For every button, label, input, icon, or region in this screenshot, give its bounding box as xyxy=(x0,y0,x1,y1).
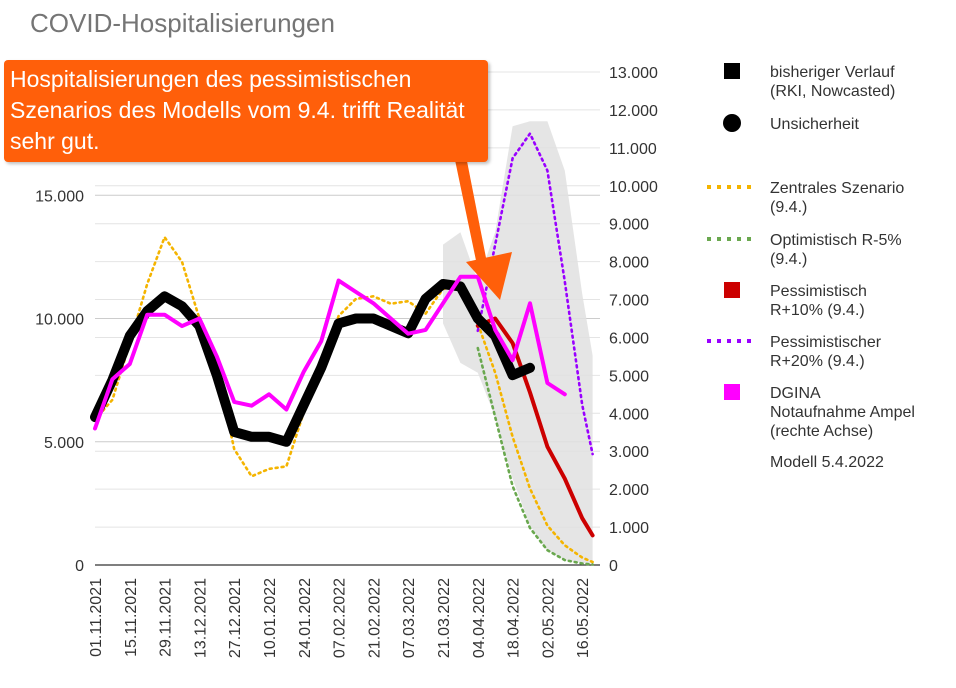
legend-entry: Unsicherheit xyxy=(723,114,859,133)
legend-label: bisheriger Verlauf xyxy=(770,64,895,81)
right-tick-label: 0 xyxy=(609,558,618,575)
x-tick-label: 18.04.2022 xyxy=(506,578,523,658)
legend-label: Unsicherheit xyxy=(770,116,859,133)
legend-entry: Modell 5.4.2022 xyxy=(770,454,884,471)
x-axis: 01.11.2021 15.11.2021 29.11.2021 13.12.2021… xyxy=(88,578,592,658)
x-tick-label: 02.05.2022 xyxy=(540,578,557,658)
right-tick-label: 2.000 xyxy=(609,482,649,499)
legend-label: R+10% (9.4.) xyxy=(770,302,865,319)
legend-label: (9.4.) xyxy=(770,251,807,268)
x-tick-label: 21.02.2022 xyxy=(366,578,383,658)
x-tick-label: 15.11.2021 xyxy=(123,578,140,657)
legend-label: Pessimistischer xyxy=(770,334,882,351)
legend-square-icon xyxy=(724,384,740,400)
plot-area xyxy=(90,121,595,566)
legend-label: Modell 5.4.2022 xyxy=(770,454,884,471)
series-line-3 xyxy=(476,132,594,456)
x-tick-label: 07.02.2022 xyxy=(332,578,349,658)
legend-label: (rechte Achse) xyxy=(770,423,873,440)
right-tick-label: 3.000 xyxy=(609,444,649,461)
right-tick-label: 12.000 xyxy=(609,103,658,120)
series-line-4 xyxy=(475,316,595,538)
right-axis: 0 1.000 2.000 3.000 4.000 5.000 6.000 7.000 8.00… xyxy=(609,65,658,575)
right-tick-label: 5.000 xyxy=(609,368,649,385)
legend-circle-icon xyxy=(723,114,741,132)
series-line-6 xyxy=(93,274,567,431)
x-tick-label: 13.12.2021 xyxy=(192,578,209,658)
legend-entry: Pessimistisch R+10% (9.4.) xyxy=(724,282,867,319)
right-tick-label: 8.000 xyxy=(609,255,649,272)
legend-square-icon xyxy=(724,63,740,79)
series-line-5 xyxy=(90,279,535,447)
legend-label: R+20% (9.4.) xyxy=(770,353,865,370)
right-tick-label: 11.000 xyxy=(609,141,657,158)
legend-label: (RKI, Nowcasted) xyxy=(770,83,895,100)
legend-label: Pessimistisch xyxy=(770,283,867,300)
legend-label: Zentrales Szenario xyxy=(770,180,904,197)
legend-label: (9.4.) xyxy=(770,199,807,216)
x-tick-label: 07.03.2022 xyxy=(401,578,418,658)
legend-entry: Pessimistischer R+20% (9.4.) xyxy=(707,334,882,370)
legend-label: Notaufnahme Ampel xyxy=(770,404,915,421)
x-tick-label: 16.05.2022 xyxy=(575,578,592,658)
legend: bisheriger Verlauf (RKI, Nowcasted) Unsich… xyxy=(707,63,915,471)
right-tick-label: 7.000 xyxy=(609,293,649,310)
left-tick-label: 15.000 xyxy=(35,188,84,205)
legend-entry: Zentrales Szenario (9.4.) xyxy=(707,180,904,216)
left-tick-label: 10.000 xyxy=(35,312,84,329)
left-tick-label: 5.000 xyxy=(44,435,84,452)
legend-entry: DGINA Notaufnahme Ampel (rechte Achse) xyxy=(724,384,915,440)
x-tick-label: 24.01.2022 xyxy=(297,578,314,658)
legend-entry: Optimistisch R-5% (9.4.) xyxy=(707,232,902,268)
right-tick-label: 4.000 xyxy=(609,406,649,423)
annotation-text: Hospitalisierungen des pessimistischen S… xyxy=(10,66,465,154)
chart-title: COVID-Hospitalisierungen xyxy=(30,8,335,38)
annotation-arrow xyxy=(455,156,512,300)
right-tick-label: 10.000 xyxy=(609,179,658,196)
x-tick-label: 27.12.2021 xyxy=(227,578,244,658)
legend-label: Optimistisch R-5% xyxy=(770,232,902,249)
legend-entry: bisheriger Verlauf (RKI, Nowcasted) xyxy=(724,63,895,100)
legend-label: DGINA xyxy=(770,385,821,402)
right-tick-label: 1.000 xyxy=(609,520,649,537)
right-tick-label: 9.000 xyxy=(609,217,649,234)
arrow-head-icon xyxy=(466,252,512,300)
left-axis: 0 5.000 10.000 15.000 xyxy=(35,188,84,575)
x-tick-label: 21.03.2022 xyxy=(436,578,453,658)
right-tick-label: 6.000 xyxy=(609,330,649,347)
x-tick-label: 04.04.2022 xyxy=(471,578,488,658)
x-tick-label: 10.01.2022 xyxy=(262,578,279,658)
x-tick-label: 01.11.2021 xyxy=(88,578,105,657)
left-tick-label: 0 xyxy=(75,558,84,575)
legend-square-icon xyxy=(724,282,740,298)
right-tick-label: 13.000 xyxy=(609,65,658,82)
series-line-1 xyxy=(93,235,594,564)
annotation-callout: Hospitalisierungen des pessimistischen S… xyxy=(4,60,488,162)
arrow-shaft xyxy=(455,156,488,270)
series-line-2 xyxy=(476,346,594,566)
x-tick-label: 29.11.2021 xyxy=(158,578,175,657)
